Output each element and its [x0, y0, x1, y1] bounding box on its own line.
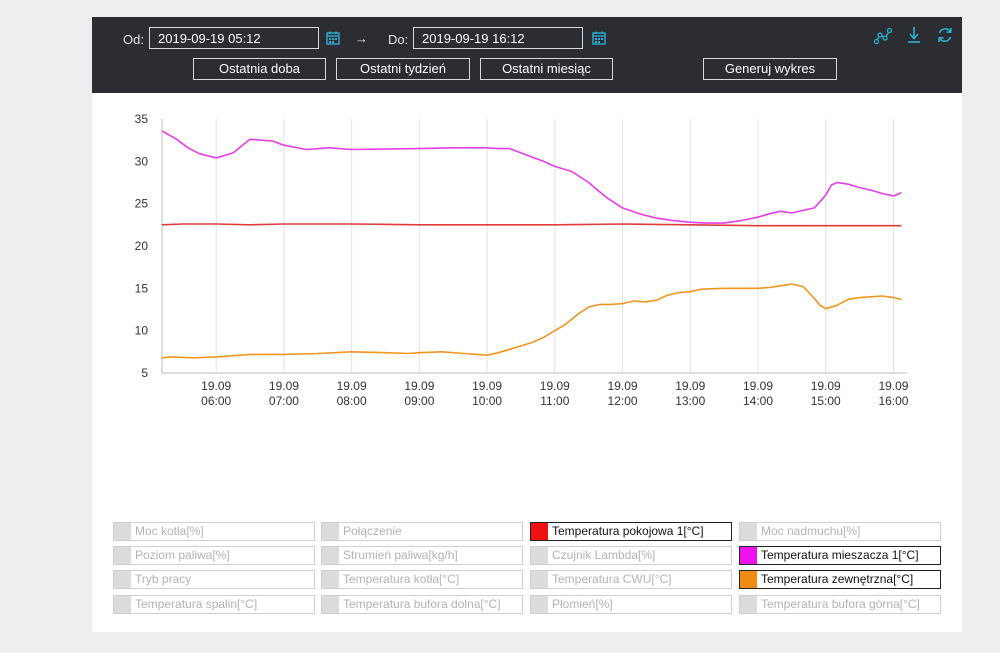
y-tick-label: 10 [135, 324, 149, 338]
last-day-button[interactable]: Ostatnia doba [193, 58, 326, 80]
legend-swatch [322, 596, 339, 613]
x-tick-time-label: 14:00 [743, 394, 773, 408]
calendar-icon[interactable] [592, 31, 606, 45]
legend-item[interactable]: Moc kotła[%] [113, 522, 315, 541]
legend-swatch [740, 547, 757, 564]
x-tick-date-label: 19.09 [878, 379, 908, 393]
legend-item[interactable]: Temperatura kotła[°C] [321, 570, 523, 589]
legend-label: Moc nadmuchu[%] [761, 524, 861, 538]
legend-label: Temperatura bufora dolna[°C] [343, 597, 501, 611]
legend-label: Temperatura pokojowa 1[°C] [552, 524, 704, 538]
x-tick-time-label: 16:00 [878, 394, 908, 408]
legend-label: Płomień[%] [552, 597, 613, 611]
legend-item[interactable]: Płomień[%] [530, 595, 732, 614]
series-line-2 [161, 283, 902, 359]
legend-swatch [531, 547, 548, 564]
chart-panel: Od: → Do: Ostatnia doba Ostatni tydzień … [92, 17, 962, 632]
legend-item[interactable]: Moc nadmuchu[%] [739, 522, 941, 541]
x-tick-date-label: 19.09 [811, 379, 841, 393]
legend-swatch [322, 523, 339, 540]
y-tick-label: 35 [135, 112, 149, 126]
x-tick-date-label: 19.09 [269, 379, 299, 393]
toolbar: Od: → Do: Ostatnia doba Ostatni tydzień … [92, 17, 962, 93]
chart-nodes-icon[interactable] [874, 27, 892, 45]
x-tick-time-label: 11:00 [540, 394, 569, 408]
legend-item[interactable]: Temperatura CWU[°C] [530, 570, 732, 589]
legend-item[interactable]: Tryb pracy [113, 570, 315, 589]
legend-swatch [531, 596, 548, 613]
legend-label: Strumień paliwa[kg/h] [343, 548, 458, 562]
legend-swatch [740, 596, 757, 613]
series-line-0 [161, 223, 902, 227]
to-date-input[interactable] [413, 27, 583, 49]
y-tick-label: 20 [135, 239, 149, 253]
legend-item[interactable]: Temperatura mieszacza 1[°C] [739, 546, 941, 565]
x-tick-time-label: 15:00 [811, 394, 841, 408]
legend-label: Temperatura kotła[°C] [343, 572, 460, 586]
x-tick-date-label: 19.09 [608, 379, 638, 393]
legend-item[interactable]: Temperatura bufora dolna[°C] [321, 595, 523, 614]
legend-item[interactable]: Temperatura spalin[°C] [113, 595, 315, 614]
range-arrow: → [355, 31, 368, 46]
legend-label: Poziom paliwa[%] [135, 548, 230, 562]
x-tick-date-label: 19.09 [337, 379, 367, 393]
x-tick-date-label: 19.09 [472, 379, 502, 393]
to-label: Do: [388, 32, 409, 47]
legend-swatch [114, 596, 131, 613]
legend-label: Temperatura spalin[°C] [135, 597, 258, 611]
legend-label: Czujnik Lambda[%] [552, 548, 656, 562]
legend-label: Połączenie [343, 524, 402, 538]
from-date-input[interactable] [149, 27, 319, 49]
legend-swatch [322, 547, 339, 564]
x-tick-time-label: 09:00 [404, 394, 434, 408]
legend-label: Moc kotła[%] [135, 524, 204, 538]
legend-swatch [531, 571, 548, 588]
from-label: Od: [123, 32, 144, 47]
legend-item[interactable]: Temperatura pokojowa 1[°C] [530, 522, 732, 541]
refresh-icon[interactable] [936, 26, 954, 44]
legend-label: Temperatura bufora górna[°C] [761, 597, 920, 611]
calendar-icon[interactable] [326, 31, 340, 45]
x-tick-time-label: 06:00 [201, 394, 231, 408]
legend-label: Tryb pracy [135, 572, 192, 586]
y-tick-label: 5 [141, 366, 148, 380]
x-tick-date-label: 19.09 [404, 379, 434, 393]
x-tick-time-label: 10:00 [472, 394, 502, 408]
y-tick-label: 25 [135, 197, 149, 211]
legend-swatch [114, 523, 131, 540]
legend-swatch [740, 523, 757, 540]
temperature-line-chart: 510152025303519.0906:0019.0907:0019.0908… [135, 112, 909, 408]
x-tick-time-label: 13:00 [675, 394, 705, 408]
x-tick-time-label: 12:00 [608, 394, 638, 408]
last-week-button[interactable]: Ostatni tydzień [336, 58, 470, 80]
x-tick-date-label: 19.09 [743, 379, 773, 393]
legend-item[interactable]: Czujnik Lambda[%] [530, 546, 732, 565]
y-tick-label: 15 [135, 281, 149, 295]
legend-label: Temperatura zewnętrzna[°C] [761, 572, 914, 586]
legend-swatch [531, 523, 548, 540]
legend-item[interactable]: Temperatura zewnętrzna[°C] [739, 570, 941, 589]
x-tick-time-label: 08:00 [337, 394, 367, 408]
generate-chart-button[interactable]: Generuj wykres [703, 58, 837, 80]
series-line-1 [161, 130, 902, 224]
legend-label: Temperatura CWU[°C] [552, 572, 672, 586]
last-month-button[interactable]: Ostatni miesiąc [480, 58, 613, 80]
legend-swatch [740, 571, 757, 588]
x-tick-date-label: 19.09 [675, 379, 705, 393]
legend-item[interactable]: Strumień paliwa[kg/h] [321, 546, 523, 565]
x-tick-time-label: 07:00 [269, 394, 299, 408]
legend-label: Temperatura mieszacza 1[°C] [761, 548, 919, 562]
legend-swatch [114, 571, 131, 588]
y-tick-label: 30 [135, 154, 149, 168]
legend-item[interactable]: Poziom paliwa[%] [113, 546, 315, 565]
legend-item[interactable]: Połączenie [321, 522, 523, 541]
legend-swatch [322, 571, 339, 588]
legend-swatch [114, 547, 131, 564]
legend-item[interactable]: Temperatura bufora górna[°C] [739, 595, 941, 614]
x-tick-date-label: 19.09 [540, 379, 570, 393]
download-icon[interactable] [905, 26, 923, 44]
x-tick-date-label: 19.09 [201, 379, 231, 393]
